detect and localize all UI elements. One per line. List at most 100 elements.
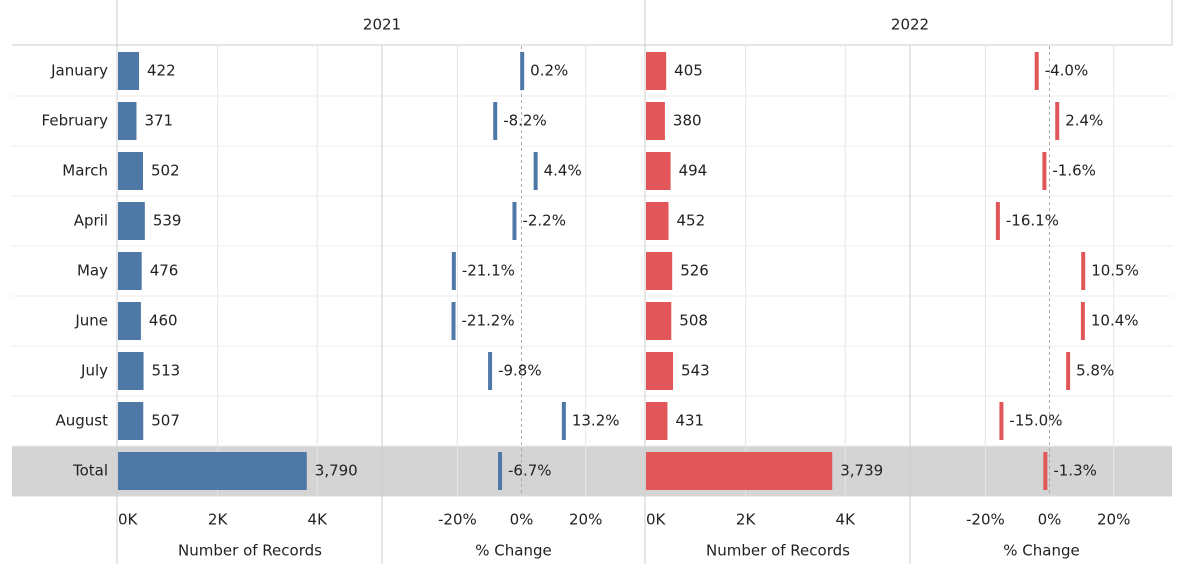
value-label: -21.1% [462,262,515,280]
bar [118,252,142,290]
row-label: June [74,312,108,330]
bar [646,402,668,440]
change-mark [451,252,456,290]
column-header: 2022 [891,16,929,34]
value-label: -21.2% [462,312,515,330]
value-label: 4.4% [544,162,582,180]
value-label: 405 [674,62,703,80]
column-header: 2021 [363,16,401,34]
change-mark [533,152,538,190]
value-label: 380 [673,112,702,130]
bar [118,302,141,340]
change-mark [1043,452,1048,490]
bar [646,102,665,140]
change-mark [520,52,525,90]
x-tick-label: 0% [510,511,534,529]
value-label: 422 [147,62,176,80]
value-label: 476 [150,262,179,280]
value-label: 508 [679,312,708,330]
value-label: 3,739 [840,462,883,480]
change-mark [493,102,498,140]
change-mark [999,402,1004,440]
value-label: 452 [677,212,706,230]
value-label: -4.0% [1045,62,1089,80]
axis-title: % Change [475,542,551,560]
row-label: April [74,212,108,230]
bar [646,352,674,390]
value-label: 502 [151,162,180,180]
value-label: 507 [151,412,180,430]
value-label: 5.8% [1076,362,1114,380]
axis-title: Number of Records [706,542,850,560]
row-label: January [50,62,108,80]
value-label: -1.3% [1053,462,1097,480]
change-mark [1080,302,1085,340]
value-label: 513 [152,362,181,380]
value-label: -15.0% [1009,412,1062,430]
x-tick-label: 4K [308,511,329,529]
value-label: -9.8% [498,362,542,380]
change-mark [1034,52,1039,90]
bar [646,302,672,340]
x-tick-label: 2K [208,511,229,529]
change-mark [1066,352,1071,390]
change-mark [488,352,493,390]
x-tick-label: 2K [736,511,757,529]
bar [118,402,144,440]
x-tick-label: 0K [118,511,139,529]
value-label: 431 [675,412,704,430]
value-label: -16.1% [1006,212,1059,230]
bar [118,52,140,90]
change-mark [1055,102,1060,140]
row-label: March [62,162,108,180]
value-label: -2.2% [522,212,566,230]
value-label: 0.2% [530,62,568,80]
x-tick-label: -20% [438,511,477,529]
x-tick-label: 0K [646,511,667,529]
axis-title: Number of Records [178,542,322,560]
value-label: 10.5% [1091,262,1139,280]
x-tick-label: -20% [966,511,1005,529]
bar [118,102,137,140]
axis-title: % Change [1003,542,1079,560]
bar [646,152,671,190]
value-label: 3,790 [315,462,358,480]
change-mark [1081,252,1086,290]
x-tick-label: 4K [836,511,857,529]
bar [646,252,673,290]
value-label: 494 [679,162,708,180]
value-label: 10.4% [1091,312,1139,330]
value-label: 543 [681,362,710,380]
bar [646,202,669,240]
x-tick-label: 20% [1097,511,1130,529]
value-label: 371 [144,112,173,130]
bar [118,452,307,490]
bar [118,352,144,390]
change-mark [512,202,517,240]
x-tick-label: 20% [569,511,602,529]
value-label: 526 [680,262,709,280]
row-label: May [77,262,108,280]
value-label: -6.7% [508,462,552,480]
value-label: -1.6% [1052,162,1096,180]
value-label: 2.4% [1065,112,1103,130]
value-label: 13.2% [572,412,620,430]
value-label: 539 [153,212,182,230]
change-mark [451,302,456,340]
bar [118,152,144,190]
row-label: July [80,362,108,380]
change-mark [498,452,503,490]
bar [646,52,667,90]
row-label: Total [72,462,108,480]
bar [118,202,145,240]
change-mark [995,202,1000,240]
change-mark [1042,152,1047,190]
x-tick-label: 0% [1038,511,1062,529]
value-label: 460 [149,312,178,330]
bar [646,452,833,490]
row-label: August [56,412,109,430]
change-mark [561,402,566,440]
row-label: February [42,112,109,130]
value-label: -8.2% [503,112,547,130]
